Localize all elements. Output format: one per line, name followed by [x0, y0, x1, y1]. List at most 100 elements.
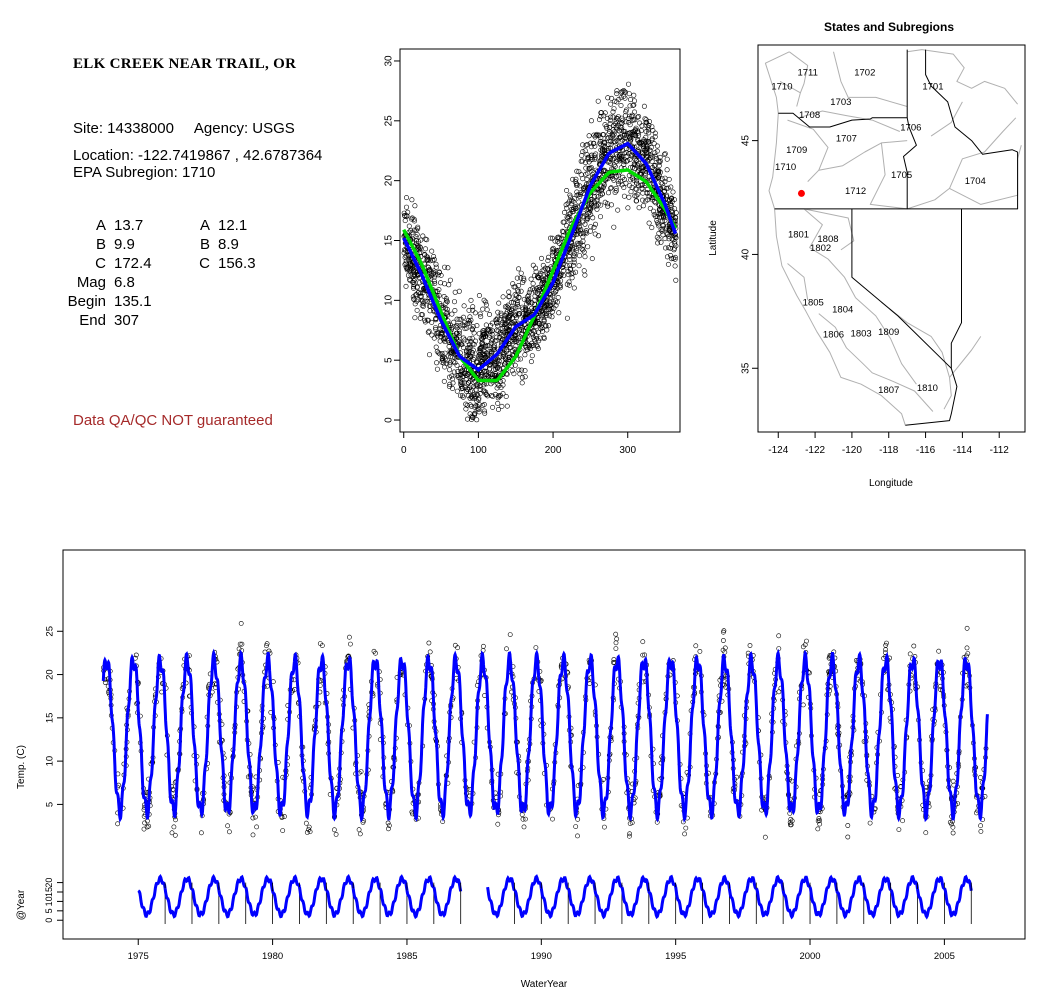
data-point: [432, 325, 438, 331]
data-point: [454, 388, 460, 394]
x-tick-label: 1980: [262, 951, 283, 962]
data-point: [635, 191, 641, 197]
data-point: [446, 282, 452, 288]
data-point: [452, 360, 458, 366]
subregion-boundary: [798, 110, 900, 132]
data-point: [721, 629, 726, 635]
data-point: [402, 262, 408, 268]
data-point: [662, 188, 668, 194]
data-point: [576, 263, 582, 269]
data-point: [776, 633, 782, 639]
data-point: [455, 645, 460, 651]
state-border-nv-ut: [950, 208, 962, 369]
data-point: [623, 119, 629, 125]
data-point: [526, 343, 532, 349]
data-point: [633, 198, 639, 204]
data-point: [506, 294, 512, 300]
data-point: [621, 162, 627, 168]
data-point: [476, 409, 482, 415]
data-point: [643, 134, 649, 140]
data-point: [504, 403, 510, 409]
region-label: 1708: [799, 110, 820, 121]
data-point: [549, 314, 555, 320]
data-point: [474, 323, 480, 329]
subregion-map: States and Subregions 1711 17021701171017…: [708, 20, 1026, 489]
data-point: [594, 203, 600, 209]
data-point: [965, 651, 971, 656]
data-point: [469, 393, 475, 399]
map-axes: -124 -122 -120 -118 -116 -114 -112 35 40 45: [741, 135, 1010, 456]
data-point: [654, 143, 660, 149]
data-point: [409, 230, 415, 236]
data-point: [622, 95, 628, 101]
subregion-boundary: [881, 301, 952, 410]
data-point: [541, 334, 547, 340]
data-point: [499, 322, 505, 328]
data-point: [580, 176, 586, 182]
data-point: [656, 159, 662, 165]
data-point: [467, 402, 473, 408]
param-label: C: [199, 255, 210, 272]
data-point: [520, 816, 526, 822]
data-point: [594, 206, 600, 212]
data-point: [504, 322, 510, 328]
param-value: 9.9: [114, 236, 135, 253]
data-point: [456, 333, 462, 339]
param-label: A: [199, 217, 210, 234]
param-label: B: [199, 236, 210, 253]
data-point: [659, 228, 665, 234]
data-point: [672, 214, 678, 220]
data-point: [469, 349, 475, 355]
data-point: [531, 297, 537, 303]
data-point: [502, 315, 508, 321]
data-point: [401, 250, 407, 256]
data-point: [522, 352, 528, 358]
data-point: [618, 95, 624, 101]
data-point: [444, 312, 450, 318]
data-point: [499, 403, 505, 409]
data-point: [552, 238, 558, 244]
data-point: [644, 143, 650, 149]
data-point: [464, 348, 470, 354]
data-point: [439, 359, 445, 365]
annual-fit-line: [835, 875, 866, 920]
annual-fit-line: [647, 874, 678, 920]
data-point: [523, 308, 529, 314]
data-point: [499, 337, 505, 343]
data-point: [496, 406, 502, 412]
x-tick-label: 1990: [531, 951, 552, 962]
data-point: [547, 307, 553, 313]
data-point: [530, 332, 536, 338]
data-point: [608, 101, 614, 107]
annual-fit-line: [137, 873, 167, 919]
data-point: [759, 807, 764, 813]
data-point: [621, 88, 627, 94]
data-point: [443, 300, 449, 306]
data-point: [144, 824, 150, 830]
data-point: [642, 148, 648, 154]
data-point: [452, 642, 458, 648]
data-point: [414, 307, 420, 313]
data-point: [509, 368, 515, 374]
data-point: [506, 318, 512, 324]
data-point: [356, 827, 362, 833]
data-point: [640, 639, 646, 645]
subregion-boundary: [949, 117, 1017, 189]
plot-frame: [399, 48, 681, 433]
data-point: [502, 304, 508, 310]
subregion-boundary: [787, 119, 829, 182]
data-point: [570, 270, 576, 276]
data-point: [480, 342, 486, 348]
data-point: [491, 344, 497, 350]
data-point: [512, 284, 518, 290]
data-point: [534, 343, 540, 349]
data-point: [610, 114, 616, 120]
params-left-table: A 13.7 B 9.9 C 172.4 Mag 6.8 Begin 135.1 End 3…: [60, 216, 152, 330]
data-point: [612, 98, 618, 104]
data-point: [627, 138, 633, 144]
data-point: [414, 243, 420, 249]
data-point: [624, 146, 630, 152]
data-point: [459, 393, 465, 399]
data-point: [530, 262, 536, 268]
seasonal-chart: 0 100 200 300 0 5 10 15 20 25 30: [384, 48, 681, 456]
